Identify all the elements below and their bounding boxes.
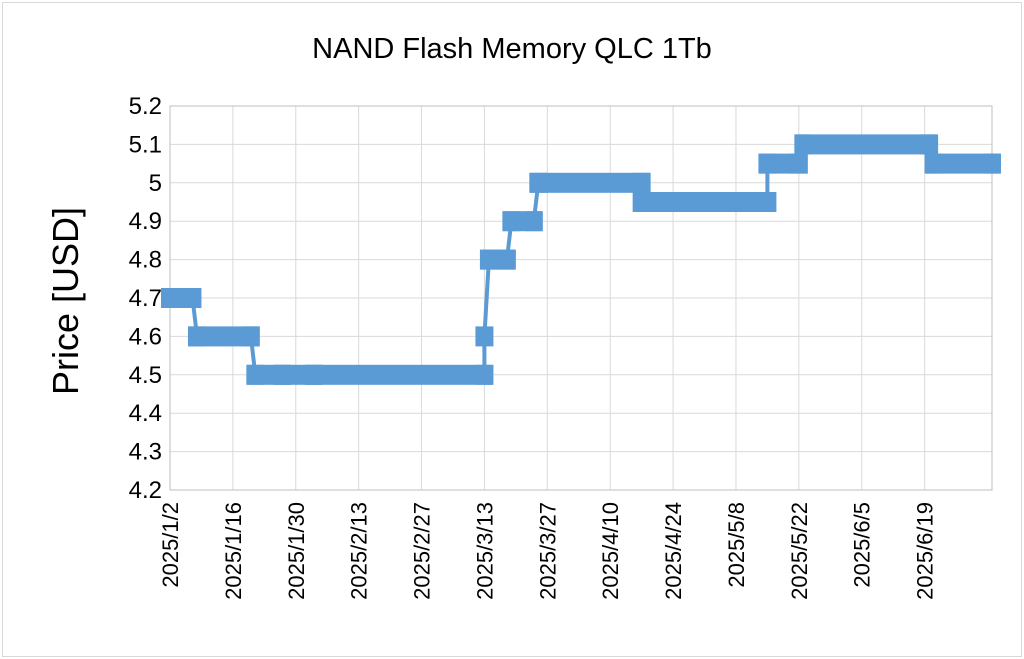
data-marker-band [530, 172, 650, 193]
x-tick-label: 2025/1/16 [221, 502, 246, 600]
data-point [479, 249, 498, 270]
data-point [758, 153, 777, 174]
y-tick-label: 4.4 [129, 400, 162, 427]
data-point [246, 364, 265, 385]
y-tick-label: 4.5 [129, 362, 162, 389]
gridlines [169, 105, 993, 491]
data-point [794, 134, 813, 155]
y-tick-label: 5 [149, 170, 162, 197]
data-marker-band [633, 192, 713, 212]
y-axis-label: Price [USD] [45, 207, 86, 395]
data-point [695, 192, 714, 212]
y-axis-ticks: 4.2 4.3 4.4 4.5 4.6 4.7 4.8 4.9 5 5.1 5.2 [129, 93, 162, 504]
data-point [924, 153, 943, 174]
x-axis-ticks: 2025/1/2 2025/1/16 2025/1/30 2025/2/13 2025/… [158, 502, 938, 600]
data-point [475, 364, 494, 385]
data-marker-band [305, 364, 493, 385]
data-marker-band [795, 134, 938, 155]
data-point [502, 211, 521, 232]
y-tick-label: 4.6 [129, 323, 162, 350]
y-tick-label: 4.8 [129, 247, 162, 274]
data-point [183, 288, 202, 308]
y-tick-label: 5.2 [129, 93, 162, 120]
x-tick-label: 2025/3/27 [535, 502, 560, 600]
x-tick-label: 2025/1/30 [284, 502, 309, 600]
data-point [524, 211, 543, 232]
data-point [632, 172, 651, 193]
data-point [475, 326, 494, 347]
x-tick-label: 2025/2/27 [410, 502, 435, 600]
data-marker-band [925, 153, 1000, 174]
data-marker-band [188, 326, 259, 347]
data-point [758, 192, 777, 212]
x-tick-label: 2025/1/2 [158, 502, 183, 588]
x-tick-label: 2025/3/13 [472, 502, 497, 600]
x-tick-label: 2025/2/13 [347, 502, 372, 600]
y-tick-label: 4.3 [129, 439, 162, 466]
data-point [241, 326, 260, 347]
data-point [632, 192, 651, 212]
x-tick-label: 2025/5/8 [724, 502, 749, 588]
x-tick-label: 2025/4/24 [661, 502, 686, 600]
data-point [161, 288, 179, 308]
data-point [789, 153, 808, 174]
series-price [161, 134, 1001, 385]
data-point [497, 249, 516, 270]
data-point [529, 172, 548, 193]
x-tick-label: 2025/4/10 [598, 502, 623, 600]
y-tick-label: 4.2 [129, 477, 162, 504]
y-tick-label: 5.1 [129, 131, 162, 158]
y-tick-label: 4.7 [129, 285, 162, 312]
data-point [304, 364, 323, 385]
chart-title: NAND Flash Memory QLC 1Tb [312, 33, 712, 65]
data-point [187, 326, 206, 347]
data-point [722, 192, 741, 212]
data-point [273, 364, 292, 385]
x-tick-label: 2025/6/19 [913, 502, 938, 600]
data-point [920, 134, 939, 155]
x-tick-label: 2025/6/5 [850, 502, 875, 588]
x-tick-label: 2025/5/22 [787, 502, 812, 600]
data-point [983, 153, 1001, 174]
y-tick-label: 4.9 [129, 208, 162, 235]
